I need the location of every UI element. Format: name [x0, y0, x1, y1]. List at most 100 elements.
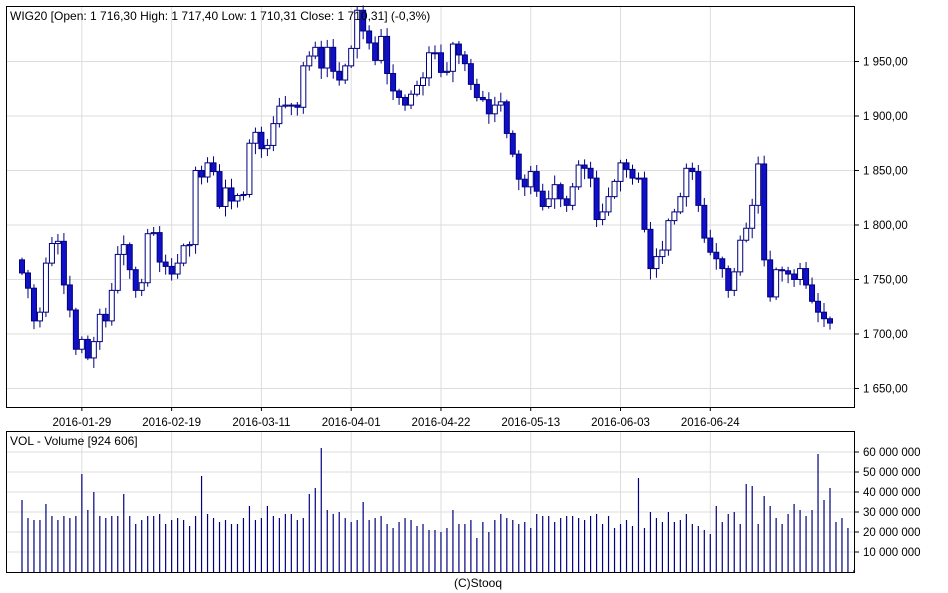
candle-body — [659, 249, 666, 258]
candle — [408, 90, 415, 110]
candle-body — [402, 96, 409, 106]
candle — [258, 126, 265, 158]
candle-body — [425, 52, 432, 79]
candle-body — [198, 169, 205, 178]
candle-body — [408, 93, 415, 106]
candle — [515, 150, 522, 191]
candle — [479, 90, 486, 102]
price-candles — [19, 5, 833, 368]
candle-body — [611, 180, 618, 198]
price-x-tick-label: 2016-02-19 — [142, 417, 201, 429]
candle — [294, 102, 301, 116]
candle-body — [449, 43, 456, 72]
price-y-tick-label: 1 650,00 — [863, 383, 908, 395]
candle — [485, 92, 492, 124]
candle-body — [366, 30, 373, 44]
candle — [497, 92, 504, 112]
candle — [641, 171, 648, 233]
candle-body — [527, 171, 534, 188]
candle — [545, 190, 552, 209]
candle — [719, 256, 726, 278]
candle-body — [294, 104, 301, 108]
candle-body — [443, 70, 450, 73]
candle — [647, 221, 654, 280]
candle-body — [683, 167, 690, 198]
candle-body — [180, 245, 187, 264]
volume-y-tick-label: 30 000 000 — [863, 507, 921, 519]
candle-body — [467, 63, 474, 85]
candle-body — [521, 178, 528, 188]
candle — [767, 250, 774, 302]
candle — [372, 36, 379, 66]
candle-body — [437, 52, 444, 73]
candle-body — [545, 198, 552, 207]
candle — [473, 78, 480, 102]
candle — [791, 269, 798, 287]
candle — [821, 303, 828, 327]
candle-body — [300, 65, 307, 108]
candle-body — [264, 144, 271, 150]
candle — [587, 161, 594, 188]
candle-body — [779, 269, 786, 272]
candle-body — [707, 237, 714, 253]
volume-y-tick-label: 50 000 000 — [863, 467, 921, 479]
candle — [48, 236, 55, 267]
candle-body — [581, 164, 588, 169]
candle-body — [390, 72, 397, 92]
candle-body — [228, 187, 235, 202]
candle — [539, 183, 546, 211]
candle — [533, 165, 540, 197]
candle-body — [719, 258, 726, 270]
price-x-tick-label: 2016-04-22 — [412, 417, 471, 429]
candle-body — [126, 244, 133, 271]
candle-body — [563, 198, 570, 206]
candle-body — [773, 269, 780, 298]
candle — [437, 44, 444, 78]
candle-body — [653, 256, 660, 270]
candle-body — [647, 228, 654, 270]
candle-body — [270, 123, 277, 146]
candle-body — [168, 265, 175, 275]
candle — [605, 187, 612, 216]
price-x-tick-label: 2016-06-03 — [591, 417, 650, 429]
candle — [803, 262, 810, 289]
candle-body — [461, 54, 468, 65]
candle-body — [821, 311, 828, 320]
candle-body — [342, 65, 349, 81]
candle-body — [30, 287, 37, 322]
candle-body — [288, 104, 295, 107]
price-y-tick-label: 1 900,00 — [863, 111, 908, 123]
candle-body — [42, 262, 49, 313]
candle-body — [725, 268, 732, 291]
candle — [581, 159, 588, 180]
candle-body — [378, 35, 385, 61]
candle — [210, 156, 217, 176]
candle — [629, 164, 636, 185]
candle-body — [282, 104, 289, 107]
candle-body — [414, 84, 421, 95]
candle-body — [192, 169, 199, 246]
candle-body — [60, 240, 67, 286]
price-y-axis: 1 950,00 1 900,00 1 850,00 1 800,00 1 750,00… — [854, 56, 908, 395]
candle-body — [360, 9, 367, 32]
candle — [713, 243, 720, 270]
candle — [342, 63, 349, 84]
candle — [66, 275, 73, 318]
candle — [120, 235, 127, 266]
candle-body — [354, 9, 361, 49]
candle — [96, 308, 103, 350]
candle — [414, 80, 421, 97]
volume-y-axis: 60 000 000 50 000 000 40 000 000 30 000 000… — [854, 447, 921, 559]
candle — [222, 179, 229, 217]
candle-body — [599, 211, 606, 221]
candle — [653, 248, 660, 278]
candle — [318, 40, 325, 79]
candle-body — [539, 190, 546, 207]
candle-body — [234, 195, 241, 202]
candle-body — [252, 131, 259, 144]
candle-body — [204, 162, 211, 178]
candle-body — [491, 104, 498, 115]
candle-body — [431, 52, 438, 55]
candle-body — [156, 232, 163, 263]
candle-body — [132, 269, 139, 291]
